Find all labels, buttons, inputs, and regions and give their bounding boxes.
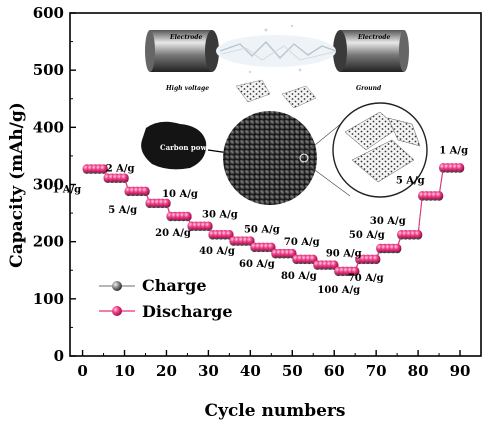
discharge-point — [120, 173, 129, 182]
y-tick-label: 200 — [33, 233, 64, 251]
rate-label: 50 A/g — [244, 225, 280, 236]
legend-discharge-marker — [112, 306, 122, 316]
y-tick-label: 100 — [33, 290, 64, 308]
electrode-right-icon — [333, 30, 409, 72]
rate-label: 40 A/g — [199, 246, 235, 257]
x-tick-label: 50 — [282, 362, 303, 380]
rate-label: 70 A/g — [284, 237, 320, 248]
x-tick-label: 30 — [198, 362, 219, 380]
discharge-point — [141, 186, 150, 195]
x-tick-label: 80 — [408, 362, 429, 380]
rate-label: 5 A/g — [108, 205, 137, 216]
graphene-zoom-icon — [332, 102, 428, 198]
rate-label: 100 A/g — [317, 285, 360, 296]
discharge-point — [225, 230, 234, 239]
carbon-sphere-icon — [223, 111, 317, 205]
x-tick-label: 0 — [77, 362, 87, 380]
y-axis-title: Capacity (mAh/g) — [7, 102, 27, 268]
x-tick-label: 60 — [324, 362, 345, 380]
electrode-left-label: Electrode — [169, 34, 202, 41]
rate-label: 5 A/g — [396, 175, 425, 186]
y-axis: 0 100 200 300 400 500 600 — [33, 4, 76, 365]
rate-label: 30 A/g — [370, 216, 406, 227]
rate-label: 10 A/g — [162, 189, 198, 200]
x-tick-label: 90 — [450, 362, 471, 380]
rate-label: 60 A/g — [239, 259, 275, 270]
y-tick-label: 0 — [54, 347, 64, 365]
y-tick-label: 300 — [33, 176, 64, 194]
carbon-powder-label: Carbon powder — [160, 143, 220, 152]
graphene-flakes-icon — [235, 79, 317, 109]
synthesis-inset: Electrode Electrode High voltage Ground … — [141, 24, 428, 205]
discharge-point — [246, 236, 255, 245]
x-tick-label: 70 — [366, 362, 387, 380]
discharge-point — [99, 164, 108, 173]
y-tick-label: 400 — [33, 118, 64, 136]
discharge-point — [434, 191, 444, 200]
y-tick-label: 500 — [33, 61, 64, 79]
zoom-line-bottom — [303, 161, 351, 197]
discharge-point — [371, 254, 381, 264]
discharge-point — [350, 266, 360, 276]
discharge-point — [267, 242, 276, 252]
rate-label: 80 A/g — [281, 271, 317, 282]
rate-label: 30 A/g — [202, 210, 238, 221]
x-axis-title: Cycle numbers — [205, 401, 346, 421]
high-voltage-label: High voltage — [165, 85, 209, 92]
rate-label: 1 A/g — [52, 184, 81, 195]
plasma-spark-icon — [216, 24, 337, 74]
rate-label: 70 A/g — [348, 273, 384, 284]
electrode-right-label: Electrode — [357, 34, 390, 41]
legend-charge-marker — [112, 281, 122, 291]
carbon-powder-icon — [141, 121, 207, 170]
discharge-point — [162, 198, 171, 207]
discharge-point — [204, 221, 213, 230]
legend-charge-label: Charge — [142, 276, 207, 295]
x-tick-label: 20 — [156, 362, 177, 380]
x-tick-label: 40 — [240, 362, 261, 380]
series-discharge — [82, 163, 465, 276]
rate-labels: 1 A/g 2 A/g 5 A/g 10 A/g 20 A/g 30 A/g 40 A/g 5… — [52, 145, 468, 295]
discharge-point — [183, 211, 192, 221]
discharge-point — [413, 230, 423, 239]
rate-label: 90 A/g — [326, 249, 362, 260]
discharge-point — [330, 260, 339, 269]
x-tick-label: 10 — [114, 362, 135, 380]
legend-discharge-label: Discharge — [142, 302, 233, 321]
electrode-left-icon — [145, 30, 219, 72]
ground-label: Ground — [356, 85, 382, 92]
rate-label: 2 A/g — [106, 164, 135, 175]
legend: Charge Discharge — [99, 276, 233, 321]
rate-label: 20 A/g — [155, 228, 191, 239]
rate-label: 50 A/g — [349, 230, 385, 241]
x-axis: 0 10 20 30 40 50 60 70 80 90 — [77, 350, 470, 380]
rate-label: 1 A/g — [439, 145, 468, 156]
discharge-point — [392, 243, 402, 253]
y-tick-label: 600 — [33, 4, 64, 22]
discharge-point — [455, 163, 465, 172]
